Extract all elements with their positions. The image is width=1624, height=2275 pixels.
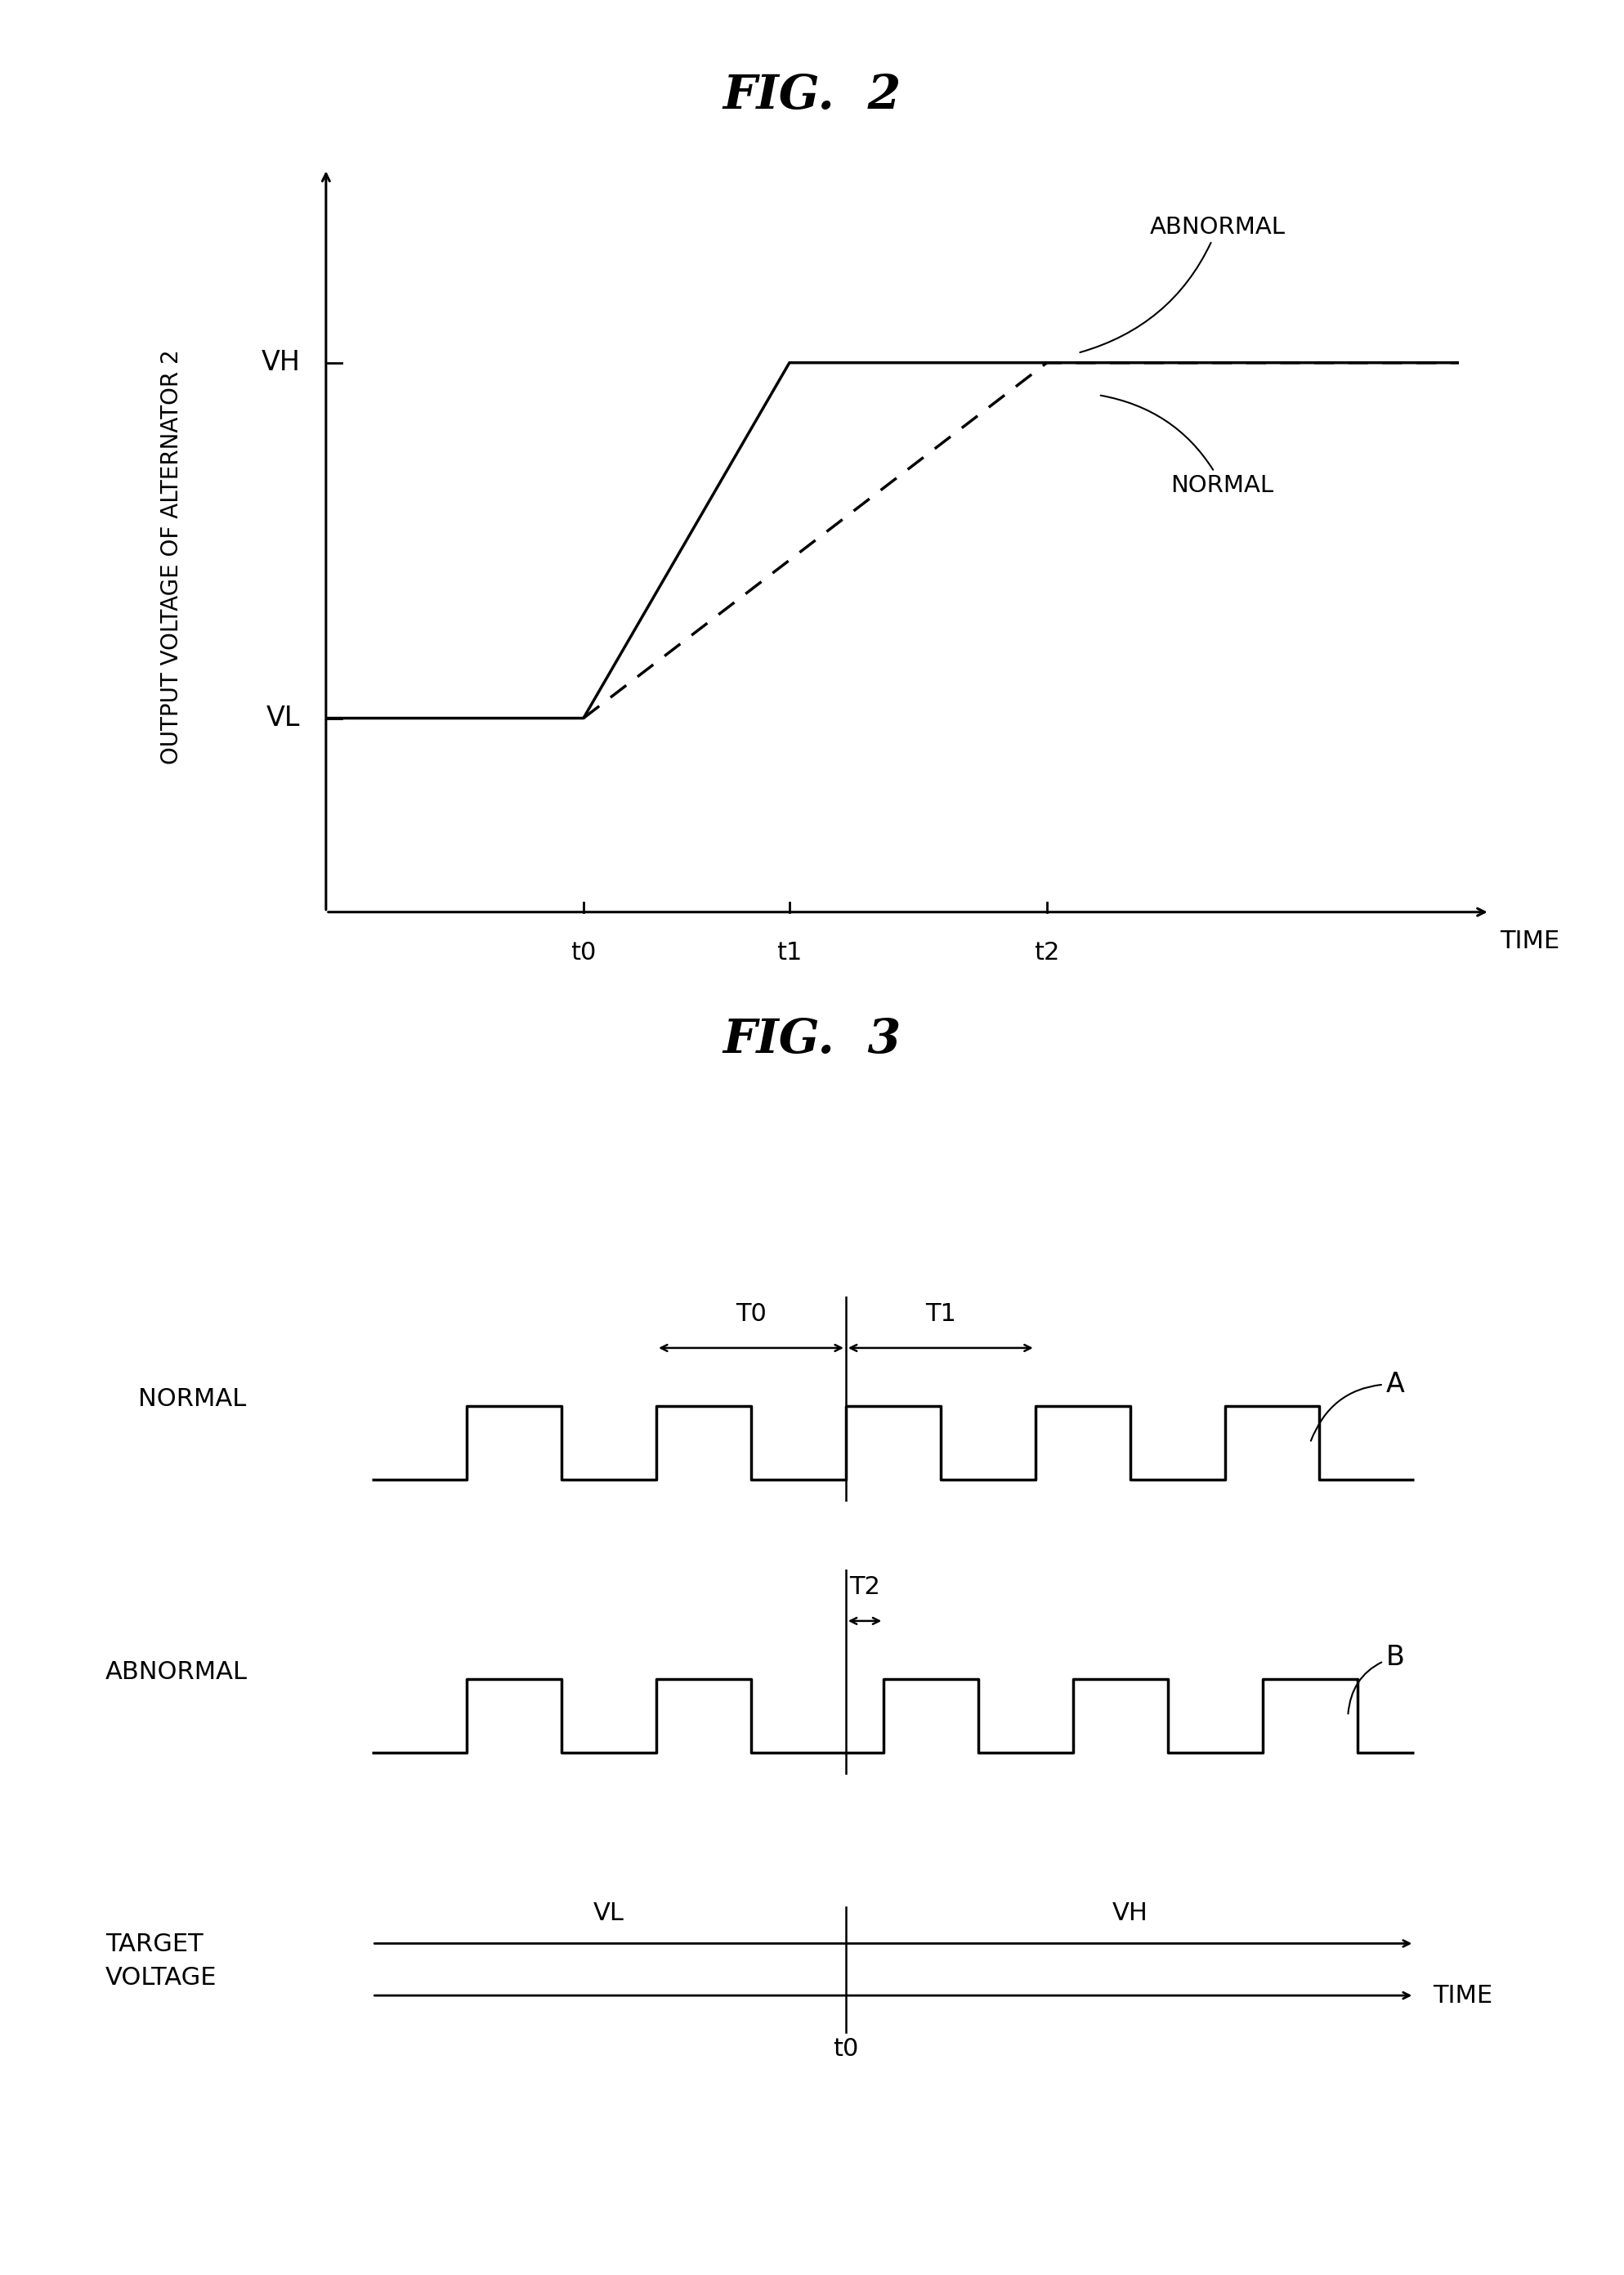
Text: t0: t0 [833,2036,859,2061]
Text: FIG.  2: FIG. 2 [723,73,901,118]
Text: VH: VH [1112,1902,1148,1925]
Text: ABNORMAL: ABNORMAL [1080,216,1286,353]
Text: VH: VH [261,350,300,375]
Text: VL: VL [593,1902,625,1925]
Text: TARGET
VOLTAGE: TARGET VOLTAGE [106,1934,218,1988]
Text: VL: VL [266,705,300,733]
Text: t2: t2 [1034,942,1060,965]
Text: T2: T2 [849,1574,880,1599]
Text: FIG.  3: FIG. 3 [723,1017,901,1062]
Text: ABNORMAL: ABNORMAL [106,1661,248,1684]
Text: t0: t0 [570,942,596,965]
Text: t1: t1 [776,942,802,965]
Text: T1: T1 [926,1301,957,1326]
Text: NORMAL: NORMAL [1101,396,1273,496]
Text: TIME: TIME [1501,928,1559,953]
Text: TIME: TIME [1432,1984,1492,2007]
Text: B: B [1348,1643,1405,1713]
Text: NORMAL: NORMAL [138,1388,247,1410]
Text: A: A [1311,1370,1405,1440]
Text: OUTPUT VOLTAGE OF ALTERNATOR 2: OUTPUT VOLTAGE OF ALTERNATOR 2 [161,348,184,764]
Text: T0: T0 [736,1301,767,1326]
